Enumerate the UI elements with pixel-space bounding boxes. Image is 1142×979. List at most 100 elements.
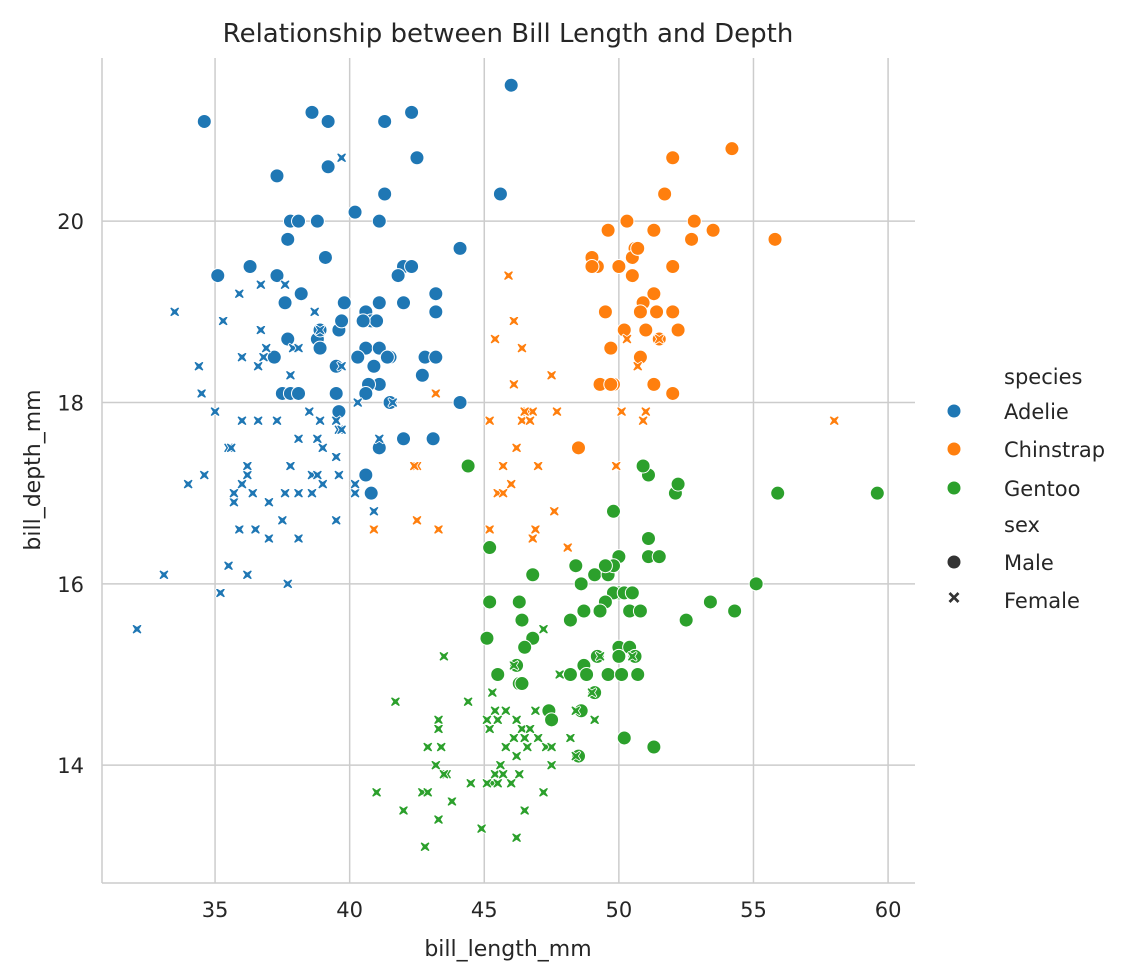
point-gentoo-male	[869, 485, 885, 501]
x-tick-labels: 35 40 45 50 55 60	[202, 898, 902, 922]
point-gentoo-male	[597, 558, 613, 574]
point-chinstrap-male	[670, 322, 686, 338]
point-adelie-female	[193, 360, 205, 372]
point-gentoo-female	[546, 741, 557, 753]
point-adelie-male	[396, 431, 412, 447]
point-gentoo-male	[592, 603, 608, 619]
point-adelie-female	[285, 460, 296, 472]
point-adelie-male	[312, 340, 328, 356]
point-gentoo-female	[513, 768, 525, 780]
point-adelie-female	[260, 342, 272, 354]
point-adelie-male	[366, 358, 382, 374]
point-gentoo-female	[465, 777, 477, 789]
legend-label-adelie: Adelie	[1004, 400, 1069, 424]
point-chinstrap-female	[503, 270, 514, 281]
point-gentoo-female	[519, 805, 531, 816]
point-adelie-female	[233, 524, 245, 535]
point-adelie-male	[390, 268, 406, 284]
point-chinstrap-female	[433, 524, 444, 535]
point-gentoo-female	[492, 714, 504, 726]
point-gentoo-female	[546, 759, 557, 771]
point-adelie-male	[363, 485, 379, 501]
point-chinstrap-male	[630, 240, 646, 256]
point-gentoo-female	[626, 650, 638, 662]
point-adelie-female	[215, 587, 226, 599]
point-adelie-female	[282, 578, 294, 590]
point-adelie-male	[377, 186, 393, 202]
point-gentoo-male	[562, 612, 578, 628]
point-gentoo-male	[614, 666, 630, 682]
point-gentoo-female	[433, 814, 444, 825]
point-adelie-female	[387, 397, 399, 408]
x-tick-label: 40	[336, 898, 363, 922]
point-chinstrap-female	[632, 360, 644, 372]
point-gentoo-male	[651, 549, 667, 565]
legend-label-gentoo: Gentoo	[1004, 477, 1080, 501]
point-chinstrap-male	[600, 222, 616, 238]
point-gentoo-male	[482, 540, 498, 556]
point-adelie-male	[269, 168, 285, 184]
point-gentoo-female	[511, 832, 522, 844]
point-chinstrap-female	[653, 333, 665, 345]
point-chinstrap-female	[527, 533, 539, 544]
point-gentoo-female	[422, 741, 434, 753]
point-gentoo-male	[646, 739, 662, 755]
point-chinstrap-female	[408, 460, 420, 472]
point-gentoo-male	[544, 712, 560, 728]
y-tick-label: 14	[57, 754, 84, 778]
point-chinstrap-male	[638, 322, 654, 338]
point-gentoo-female	[492, 777, 504, 789]
point-adelie-male	[377, 113, 393, 129]
point-adelie-female	[271, 415, 283, 427]
y-tick-labels: 14 16 18 20	[57, 210, 84, 778]
point-adelie-male	[317, 249, 333, 265]
point-gentoo-female	[484, 723, 496, 735]
point-gentoo-male	[490, 666, 506, 682]
point-chinstrap-female	[524, 415, 536, 427]
point-adelie-female	[233, 288, 245, 300]
point-chinstrap-female	[616, 406, 627, 417]
point-adelie-male	[503, 77, 519, 93]
point-gentoo-male	[576, 603, 592, 619]
point-adelie-male	[404, 259, 420, 275]
point-gentoo-female	[435, 741, 447, 753]
point-adelie-female	[279, 487, 291, 499]
point-gentoo-female	[430, 759, 442, 771]
point-chinstrap-female	[621, 333, 633, 345]
point-chinstrap-male	[619, 213, 635, 229]
point-adelie-male	[304, 104, 320, 120]
legend: species Adelie Chinstrap Gentoo sex Male…	[946, 365, 1105, 613]
point-chinstrap-female	[562, 542, 574, 553]
point-adelie-female	[236, 415, 248, 427]
point-chinstrap-male	[684, 231, 700, 247]
point-gentoo-female	[589, 714, 601, 726]
point-adelie-female	[131, 623, 143, 635]
point-chinstrap-male	[665, 304, 681, 320]
x-tick-label: 55	[740, 898, 767, 922]
point-adelie-female	[225, 442, 237, 454]
point-adelie-male	[409, 150, 425, 166]
legend-label-chinstrap: Chinstrap	[1004, 438, 1105, 462]
point-chinstrap-female	[530, 524, 541, 535]
point-chinstrap-female	[484, 415, 496, 427]
point-adelie-female	[182, 478, 194, 490]
point-gentoo-female	[446, 795, 458, 807]
legend-marker-female	[947, 590, 961, 605]
point-adelie-female	[303, 406, 315, 417]
point-chinstrap-female	[489, 333, 501, 345]
point-adelie-female	[196, 388, 208, 399]
point-chinstrap-female	[508, 378, 520, 390]
point-adelie-female	[169, 306, 181, 318]
point-chinstrap-male	[665, 150, 681, 166]
x-tick-label: 50	[606, 898, 633, 922]
point-gentoo-female	[500, 705, 512, 717]
point-gentoo-male	[635, 458, 651, 474]
point-adelie-male	[350, 349, 366, 365]
point-gentoo-male	[600, 666, 616, 682]
point-adelie-female	[317, 478, 329, 490]
legend-label-male: Male	[1004, 551, 1054, 575]
point-adelie-female	[330, 514, 342, 526]
point-adelie-male	[414, 367, 430, 383]
point-adelie-female	[198, 469, 210, 481]
